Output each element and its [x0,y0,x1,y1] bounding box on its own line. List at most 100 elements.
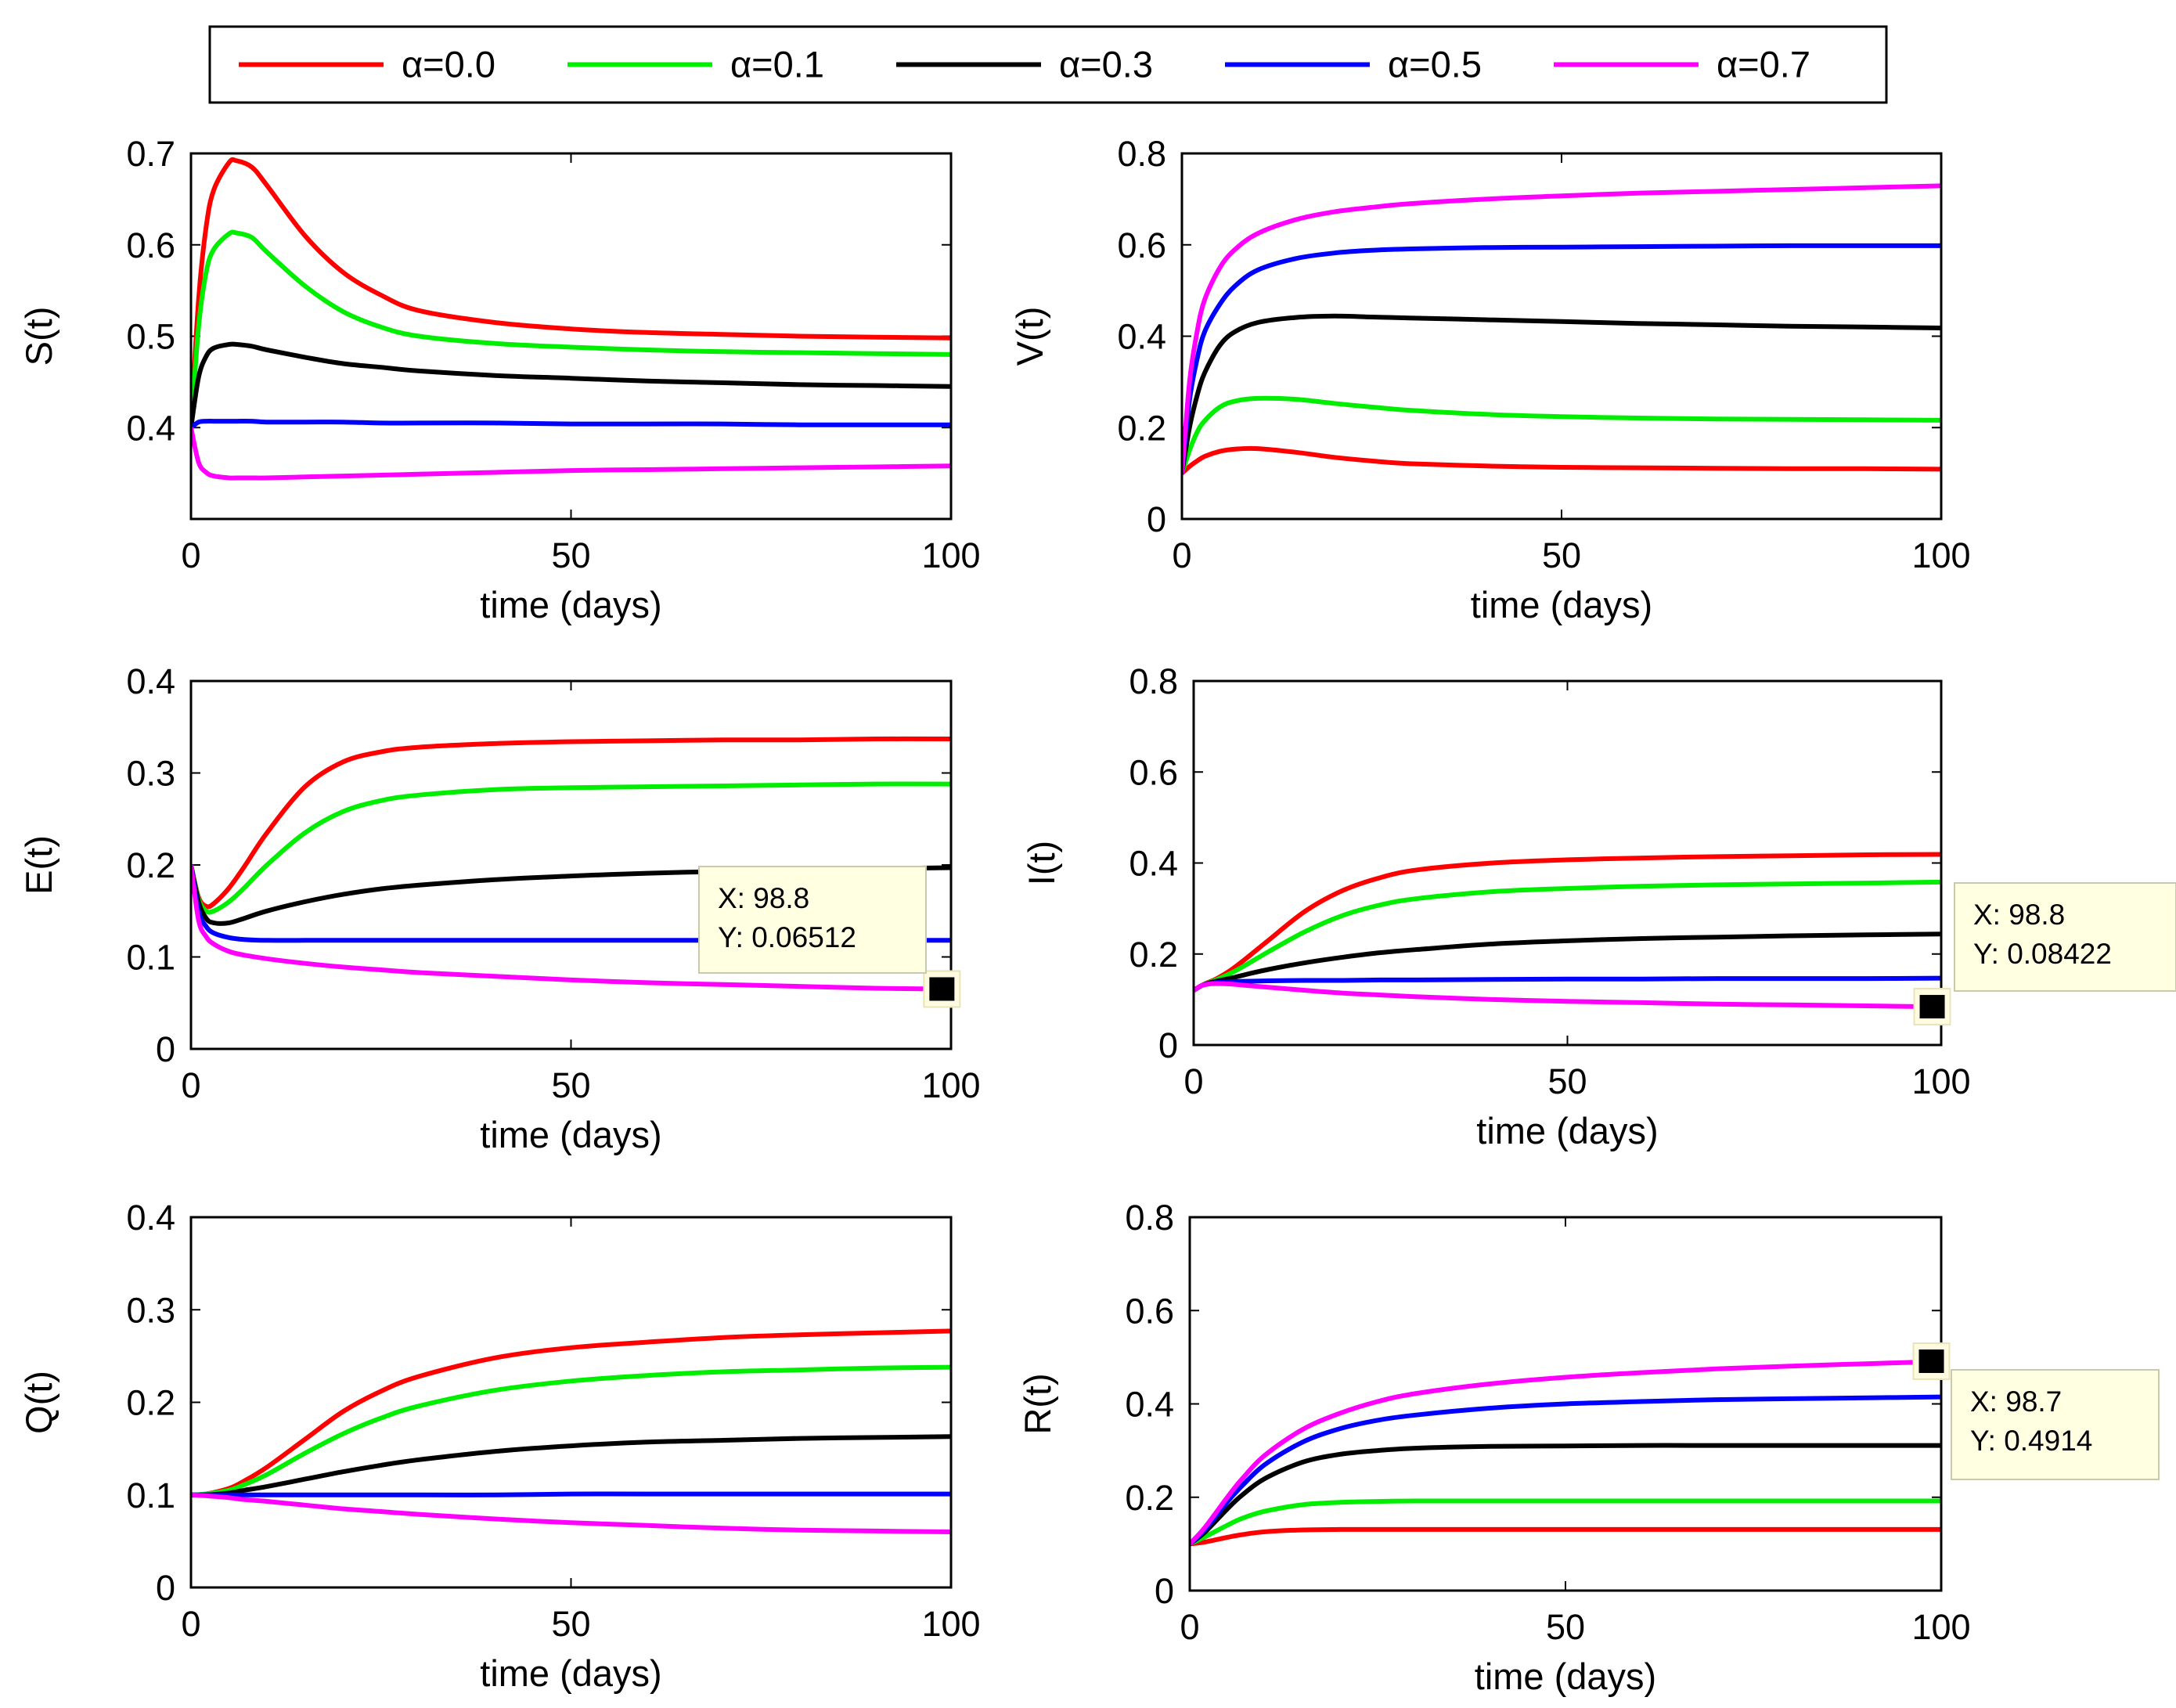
x-tick-label: 100 [1911,535,1970,575]
datatip-box[interactable] [1951,1369,2160,1480]
series-line [1182,445,1941,475]
axes-box [1192,679,1943,1047]
series-line [1182,183,1941,474]
x-axis-label: time (days) [480,1114,661,1155]
x-axis-label: time (days) [480,584,661,625]
datatip-marker[interactable] [1919,995,1945,1019]
x-axis-label: time (days) [1476,1110,1658,1151]
y-tick-label: 0.7 [126,134,175,174]
y-tick-label: 0.8 [1125,1198,1174,1238]
x-tick-label: 100 [921,535,980,575]
x-tick-label: 50 [551,1065,590,1105]
x-tick-label: 100 [1911,1061,1970,1101]
series-line [191,157,951,428]
x-axis-label: time (days) [1475,1656,1656,1697]
y-tick-label: 0.4 [1117,317,1166,357]
y-tick-label: 0.4 [126,661,175,701]
y-tick-label: 0 [156,1568,175,1608]
legend-label: α=0.3 [1059,44,1153,85]
legend-label: α=0.5 [1388,44,1482,85]
panels: 0.4 0.5 0.6 0.7 0 50 100 time (days) S(t) 0 0.2 0.4… [18,134,2176,1697]
datatip-box[interactable] [698,866,927,974]
series-line [191,864,951,992]
datatip-marker[interactable] [929,977,955,1001]
y-axis-label: V(t) [1009,307,1050,366]
series-line [1190,1394,1941,1546]
x-tick-label: 100 [921,1065,980,1105]
series-line [191,1364,951,1497]
y-tick-label: 0.6 [1125,1291,1174,1331]
series-line [191,781,951,915]
series-line [1182,243,1941,474]
axes-box [1180,152,1943,521]
series-line [191,341,951,428]
x-tick-label: 0 [1180,1607,1199,1647]
series-line [1194,981,1941,1010]
series-line [191,1491,951,1497]
y-axis-label: Q(t) [18,1371,59,1434]
axes-box [189,1216,953,1589]
axes-box [1188,1216,1943,1592]
y-tick-label: 0.8 [1117,134,1166,174]
panel-e: 0 0.1 0.2 0.3 0.4 0 50 100 time (days) E(t) X: 98.… [18,661,981,1155]
axes-box [189,679,953,1050]
y-axis-label: R(t) [1017,1373,1058,1434]
series-line [191,229,951,428]
y-tick-label: 0.4 [1129,844,1178,884]
y-tick-label: 0 [1158,1025,1178,1065]
x-tick-label: 0 [1172,535,1191,575]
datatip-box[interactable] [1954,882,2176,992]
y-tick-label: 0.2 [1129,935,1178,975]
legend-label: α=0.1 [730,44,824,85]
x-tick-label: 50 [1547,1061,1587,1101]
series-line [1190,1359,1941,1546]
y-tick-label: 0 [1155,1571,1174,1611]
series-line [1190,1498,1941,1547]
datatip-marker[interactable] [1918,1349,1944,1374]
y-axis-label: E(t) [18,835,59,895]
y-tick-label: 0.1 [126,938,175,978]
series-line [1190,1443,1941,1546]
y-tick-label: 0 [156,1029,175,1069]
series-line [1182,313,1941,474]
datatip-x-text: X: 98.8 [1973,899,2065,931]
series-line [191,427,951,481]
y-tick-label: 0.6 [1117,225,1166,265]
x-tick-label: 50 [551,1604,590,1644]
y-tick-label: 0.3 [126,754,175,794]
x-axis-label: time (days) [480,1652,661,1694]
y-axis-label: S(t) [18,307,59,366]
y-tick-label: 0.5 [126,317,175,357]
panel-r: 0 0.2 0.4 0.6 0.8 0 50 100 time (days) R(t) X: 98.… [1017,1198,2160,1697]
x-tick-label: 0 [1183,1061,1203,1101]
y-tick-label: 0.4 [126,1198,175,1238]
y-tick-label: 0.1 [126,1476,175,1515]
legend-label: α=0.7 [1717,44,1810,85]
x-tick-label: 0 [181,1604,200,1644]
datatip-y-text: Y: 0.06512 [718,921,856,953]
series-line [191,736,951,910]
y-tick-label: 0.8 [1129,661,1178,701]
series-line [191,1492,951,1534]
y-tick-label: 0.6 [126,225,175,265]
series-line [191,1328,951,1497]
x-tick-label: 0 [181,1065,200,1105]
legend: α=0.0 α=0.1 α=0.3 α=0.5 α=0.7 [208,25,1888,104]
panel-s: 0.4 0.5 0.6 0.7 0 50 100 time (days) S(t) [18,134,981,625]
series-line [191,419,951,430]
y-tick-label: 0 [1147,499,1166,539]
y-axis-label: I(t) [1021,841,1062,885]
x-axis-label: time (days) [1471,584,1652,625]
y-tick-label: 0.4 [1125,1385,1174,1425]
datatip-x-text: X: 98.7 [1970,1385,2062,1418]
legend-label: α=0.0 [402,44,495,85]
x-tick-label: 50 [551,535,590,575]
x-tick-label: 50 [1542,535,1581,575]
x-tick-label: 0 [181,535,200,575]
y-tick-label: 0.2 [126,845,175,885]
datatip-x-text: X: 98.8 [718,882,809,914]
series-line [191,1434,951,1497]
y-tick-label: 0.2 [1117,408,1166,448]
series-line [1182,395,1941,474]
